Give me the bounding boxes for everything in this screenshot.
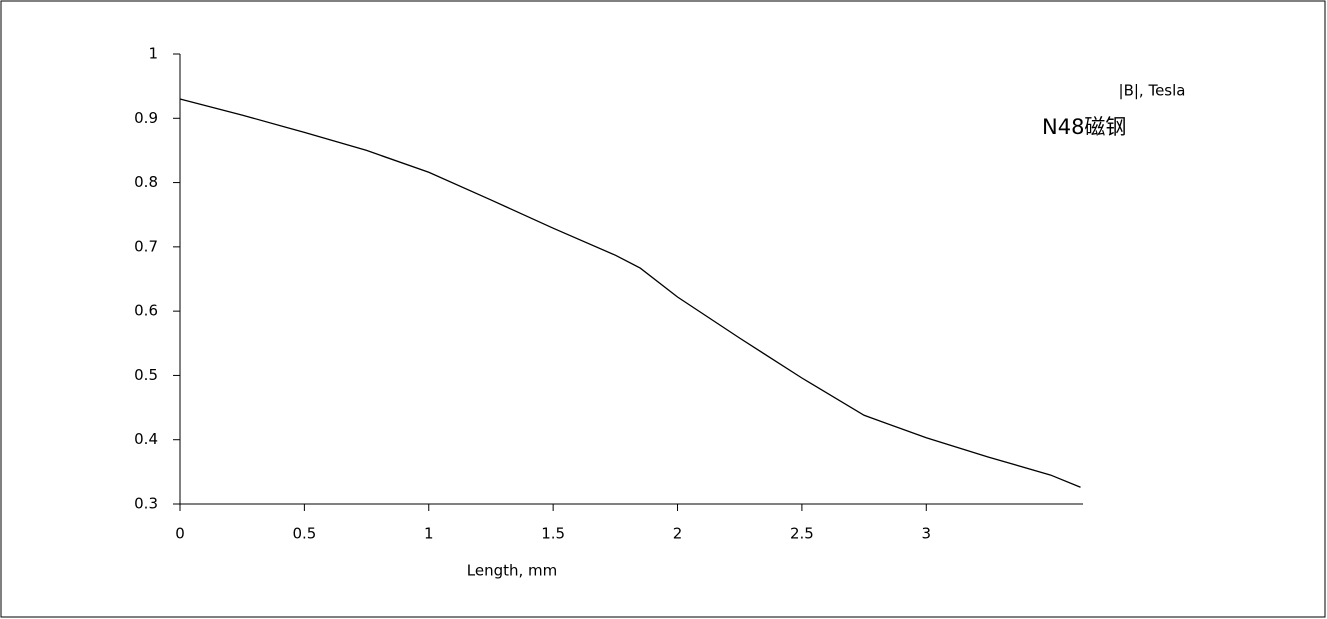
annotation: |B|, Tesla <box>1119 82 1186 100</box>
annotation: N48磁钢 <box>1042 115 1126 139</box>
y-tick-label: 0.4 <box>134 430 158 448</box>
x-tick-label: 2.5 <box>790 525 814 543</box>
y-tick-label: 0.6 <box>134 302 158 320</box>
x-tick-label: 1 <box>424 525 434 543</box>
x-tick-label: 3 <box>922 525 932 543</box>
x-tick-label: 0 <box>175 525 185 543</box>
y-tick-label: 0.5 <box>134 366 158 384</box>
y-tick-label: 1 <box>148 45 158 63</box>
x-tick-label: 2 <box>673 525 683 543</box>
y-tick-label: 0.9 <box>134 109 158 127</box>
y-tick-label: 0.8 <box>134 173 158 191</box>
x-tick-label: 1.5 <box>541 525 565 543</box>
y-tick-label: 0.7 <box>134 237 158 255</box>
y-tick-label: 0.3 <box>134 495 158 513</box>
line <box>179 98 1081 488</box>
x-axis-label: Length, mm <box>467 562 558 580</box>
x-tick-label: 0.5 <box>292 525 316 543</box>
